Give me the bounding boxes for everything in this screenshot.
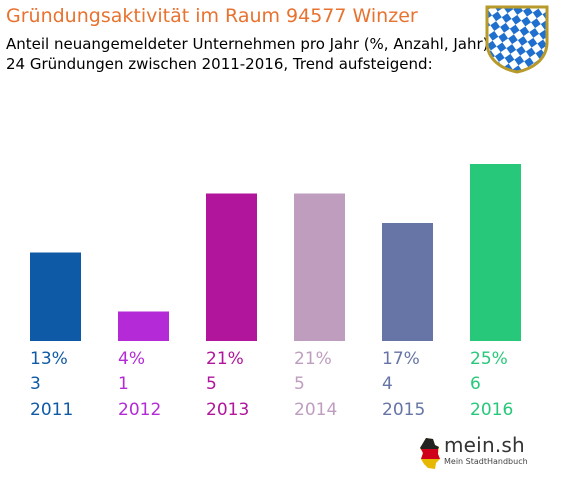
year-label-2016: 2016 xyxy=(470,400,513,420)
bar-2013 xyxy=(206,193,257,341)
percent-label-2011: 13% xyxy=(30,349,68,369)
bavaria-crest-icon xyxy=(485,5,549,74)
chart-subtitle: Anteil neuangemeldeter Unternehmen pro J… xyxy=(6,35,489,53)
brand-name: mein.sh xyxy=(444,433,525,457)
year-label-2012: 2012 xyxy=(118,400,161,420)
percent-label-2013: 21% xyxy=(206,349,244,369)
count-label-2012: 1 xyxy=(118,374,129,394)
bar-2015 xyxy=(382,223,433,341)
bar-2012 xyxy=(118,311,169,341)
percent-label-2016: 25% xyxy=(470,349,508,369)
count-label-2014: 5 xyxy=(294,374,305,394)
year-label-2014: 2014 xyxy=(294,400,337,420)
count-label-2016: 6 xyxy=(470,374,481,394)
bar-2016 xyxy=(470,164,521,341)
count-label-2011: 3 xyxy=(30,374,41,394)
year-label-2015: 2015 xyxy=(382,400,425,420)
year-label-2011: 2011 xyxy=(30,400,73,420)
germany-map-icon xyxy=(420,438,440,469)
percent-label-2015: 17% xyxy=(382,349,420,369)
brand-logo: mein.sh Mein StadtHandbuch xyxy=(418,433,528,475)
count-label-2013: 5 xyxy=(206,374,217,394)
brand-tagline: Mein StadtHandbuch xyxy=(444,457,528,466)
percent-label-2012: 4% xyxy=(118,349,145,369)
year-label-2013: 2013 xyxy=(206,400,249,420)
count-label-2015: 4 xyxy=(382,374,393,394)
percent-label-2014: 21% xyxy=(294,349,332,369)
bar-2011 xyxy=(30,252,81,341)
bar-2014 xyxy=(294,193,345,341)
chart-summary: 24 Gründungen zwischen 2011-2016, Trend … xyxy=(6,55,433,73)
chart-title: Gründungsaktivität im Raum 94577 Winzer xyxy=(6,5,418,27)
